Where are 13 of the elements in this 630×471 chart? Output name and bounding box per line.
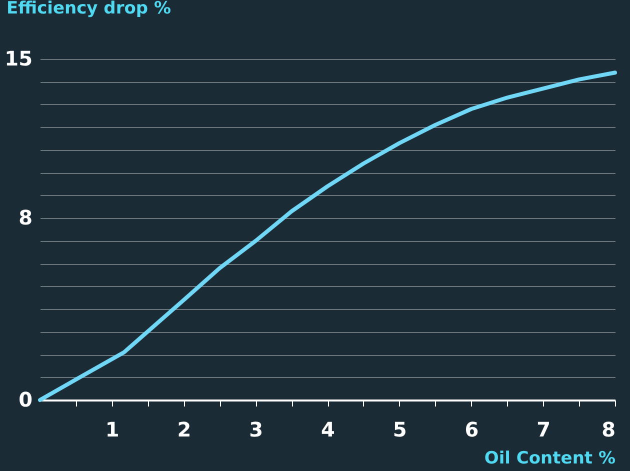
x-tick-label: 8 <box>602 418 616 442</box>
x-tick-label: 5 <box>392 418 407 442</box>
y-tick-label: 15 <box>4 46 32 70</box>
x-tick-label: 1 <box>105 418 120 442</box>
y-axis-title: Efficiency drop % <box>6 0 172 18</box>
x-axis-title: Oil Content % <box>484 448 616 468</box>
x-tick-label: 3 <box>249 418 264 442</box>
x-tick-label: 6 <box>464 418 479 442</box>
y-tick-label: 0 <box>18 388 32 412</box>
y-tick-label: 8 <box>18 206 32 230</box>
x-tick-label: 2 <box>177 418 192 442</box>
x-tick-label: 4 <box>321 418 335 442</box>
x-tick-label: 7 <box>536 418 551 442</box>
